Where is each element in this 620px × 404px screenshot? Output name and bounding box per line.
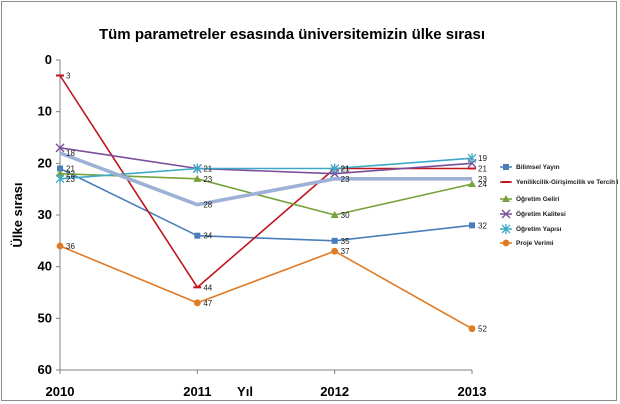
legend-item: Yenilikcilik-Girişimcilik ve Tercih Edil…: [500, 179, 618, 186]
data-label: 23: [341, 175, 350, 184]
data-point: [331, 247, 339, 255]
data-label: 21: [478, 165, 487, 174]
data-point: [56, 242, 64, 250]
data-label: 47: [203, 299, 212, 308]
series-line: [59, 157, 473, 180]
chart-title: Tüm parametreler esasında üniversitemizi…: [99, 26, 485, 43]
x-tick-label: 2013: [458, 384, 487, 399]
data-label: 3: [66, 72, 71, 81]
legend: Bilimsel Yayın Yenilikcilik-Girişimcilik …: [500, 164, 618, 247]
series-1: [57, 165, 475, 244]
data-point: [467, 153, 477, 164]
data-point: [469, 222, 475, 229]
data-label: 52: [478, 325, 487, 334]
axes: 0 10 20 30 40 50 60 2010 2011 2012 2013: [38, 52, 487, 399]
data-label: 32: [478, 221, 487, 230]
data-label: 36: [66, 242, 75, 251]
legend-label: Öğretim Yapısı: [516, 224, 562, 233]
y-tick-label: 0: [45, 52, 52, 67]
data-point: [55, 143, 65, 153]
data-label: 24: [478, 180, 487, 189]
y-tick-label: 60: [38, 362, 52, 377]
legend-label: Öğretim Kalitesi: [516, 209, 566, 218]
data-point: [468, 325, 476, 333]
data-point: [192, 163, 202, 174]
series-line: [59, 75, 472, 289]
data-point: [57, 165, 63, 172]
series-line: [59, 172, 473, 216]
y-tick-label: 20: [38, 155, 52, 170]
data-label: 21: [203, 165, 212, 174]
data-label: 22: [66, 170, 75, 179]
data-point: [331, 237, 338, 244]
legend-item: Öğretim Geliri: [500, 194, 560, 203]
data-point: [193, 299, 201, 307]
y-tick-label: 10: [38, 104, 52, 119]
data-point: [330, 211, 339, 218]
data-label: 34: [203, 232, 212, 241]
legend-item: Proje Verimi: [500, 239, 554, 247]
series-3: [56, 169, 476, 218]
series-layer: [55, 74, 477, 333]
legend-item: Öğretim Yapısı: [500, 224, 562, 234]
x-tick-label: 2010: [46, 384, 75, 399]
y-tick-label: 40: [38, 259, 52, 274]
series-6: [56, 242, 476, 333]
y-tick-label: 50: [38, 310, 52, 325]
data-label: 30: [341, 211, 350, 220]
data-label: 35: [341, 237, 350, 246]
data-label: 21: [341, 165, 350, 174]
series-2: [56, 74, 476, 289]
data-point: [193, 174, 202, 182]
series-5: [55, 153, 477, 184]
series-line: [59, 151, 472, 207]
legend-label: Proje Verimi: [516, 240, 554, 247]
data-label: 28: [203, 201, 212, 210]
data-label: 18: [66, 149, 75, 158]
data-label: 23: [203, 175, 212, 184]
series-4: [55, 143, 477, 179]
data-label: 21: [66, 165, 75, 174]
legend-label: Öğretim Geliri: [516, 194, 560, 203]
data-label: 37: [341, 247, 350, 256]
legend-item: Öğretim Kalitesi: [500, 209, 566, 219]
x-axis-title: Yıl: [237, 384, 253, 399]
data-label: 23: [66, 175, 75, 184]
x-tick-label: 2012: [320, 384, 349, 399]
series-line: [59, 245, 473, 330]
data-label: 44: [203, 283, 212, 292]
legend-label: Bilimsel Yayın: [516, 164, 560, 171]
data-point: [503, 164, 509, 170]
data-label: 21: [341, 165, 350, 174]
series-line: [59, 167, 473, 242]
legend-item: Bilimsel Yayın: [500, 164, 560, 171]
data-point: [194, 232, 201, 239]
series-7: [59, 151, 472, 207]
data-point: [56, 169, 64, 177]
data-point: [502, 195, 510, 202]
x-tick-label: 2011: [183, 384, 211, 399]
data-point: [501, 209, 511, 219]
data-point: [468, 180, 476, 187]
series-line: [59, 147, 473, 175]
data-label: 23: [478, 175, 487, 184]
data-point: [55, 173, 65, 184]
data-point: [330, 163, 340, 174]
data-point: [501, 224, 511, 234]
legend-label: Yenilikcilik-Girişimcilik ve Tercih Edil…: [516, 179, 618, 186]
data-label: 19: [478, 154, 487, 163]
data-point: [502, 239, 510, 247]
y-tick-label: 30: [38, 207, 52, 222]
y-axis-title: Ülke sırası: [10, 182, 25, 247]
